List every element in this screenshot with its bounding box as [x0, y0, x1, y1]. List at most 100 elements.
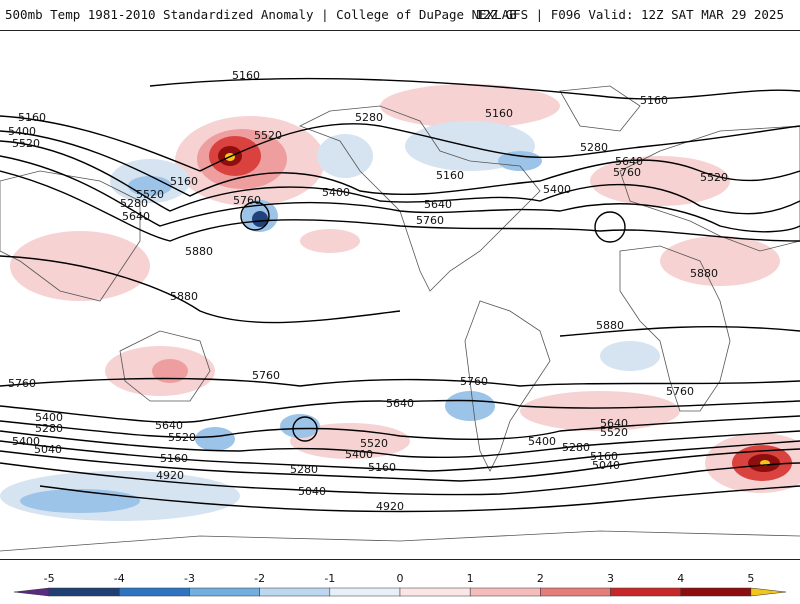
contour-label: 5520 — [600, 426, 628, 439]
warm-anomaly-atlantic — [380, 84, 560, 128]
colorbar-segment — [119, 587, 190, 597]
model-run-info: 12Z GFS | F096 Valid: 12Z SAT MAR 29 202… — [475, 7, 784, 22]
contour-label: 5640 — [424, 198, 452, 211]
contour-5160-south — [0, 448, 800, 482]
colorbar-tick-label: 3 — [607, 572, 614, 585]
colorbar-segment — [399, 587, 471, 597]
warm-anomaly-s-atlantic — [520, 391, 680, 431]
anomaly-shading — [0, 84, 800, 521]
contour-closed-high-atlantic — [594, 211, 626, 243]
anomaly-map: 5160 5160 5160 5400 5520 5520 5160 5280 … — [0, 30, 800, 560]
contour-label: 5400 — [35, 411, 63, 424]
coastline-greenland — [559, 85, 641, 132]
contour-label: 5760 — [666, 385, 694, 398]
cold-anomaly-s-indian — [195, 427, 235, 451]
contour-label: 5040 — [592, 459, 620, 472]
contour-label: 5280 — [35, 422, 63, 435]
contour-label: 5160 — [368, 461, 396, 474]
contour-label: 5760 — [233, 194, 261, 207]
contour-label: 5760 — [613, 166, 641, 179]
contour-label: 5520 — [700, 171, 728, 184]
contour-label: 5520 — [136, 188, 164, 201]
contour-label: 5760 — [460, 375, 488, 388]
colorbar-segment — [189, 587, 260, 597]
contour-5640-north — [0, 155, 800, 233]
contour-5880-tropics-2 — [559, 326, 800, 337]
contour-label: 5280 — [562, 441, 590, 454]
contour-labels: 5160 5160 5160 5400 5520 5520 5160 5280 … — [8, 69, 728, 513]
colorbar-tick-label: -3 — [184, 572, 195, 585]
cold-anomaly-alaska — [317, 134, 373, 178]
colorbar-segment — [329, 587, 401, 597]
contour-5160-north — [149, 77, 800, 100]
height-contours — [0, 77, 800, 513]
cold-anomaly-indian-ocean — [600, 341, 660, 371]
colorbar-canvas: -5 -4 -3 -2 -1 0 1 2 3 4 5 — [13, 572, 787, 597]
contour-5640-south — [0, 399, 800, 424]
colorbar-segment — [680, 587, 752, 597]
colorbar-tick-label: 2 — [537, 572, 544, 585]
contour-label: 5640 — [600, 417, 628, 430]
contour-label: 5400 — [543, 183, 571, 196]
contour-label: 5160 — [485, 107, 513, 120]
colorbar-segment — [540, 587, 611, 597]
contour-label: 5520 — [360, 437, 388, 450]
warm-anomaly-e-pacific — [300, 229, 360, 253]
contour-label: 5400 — [8, 125, 36, 138]
contour-label: 5880 — [185, 245, 213, 258]
contour-label: 5880 — [690, 267, 718, 280]
colorbar-tick-label: -1 — [324, 572, 335, 585]
colorbar-ticks: -5 -4 -3 -2 -1 0 1 2 3 4 5 — [44, 572, 755, 585]
warm-anomaly-africa — [660, 236, 780, 286]
contour-label: 5640 — [615, 155, 643, 168]
contour-label: 5880 — [596, 319, 624, 332]
contour-label: 5640 — [155, 419, 183, 432]
contour-label: 5160 — [232, 69, 260, 82]
cold-anomaly-s-pacific — [280, 414, 320, 438]
coastline-australia — [119, 330, 211, 402]
contour-label: 5520 — [168, 431, 196, 444]
contour-label: 5520 — [12, 137, 40, 150]
colorbar-tick-label: -4 — [114, 572, 125, 585]
contour-label: 5160 — [170, 175, 198, 188]
contour-5880-tropics-1 — [0, 255, 401, 324]
contour-5520-north — [0, 140, 800, 215]
contour-label: 5520 — [254, 129, 282, 142]
coastline-antarctica — [0, 530, 800, 552]
cold-anomaly-antarctica-mid — [20, 489, 140, 513]
map-canvas: 5160 5160 5160 5400 5520 5520 5160 5280 … — [0, 69, 800, 552]
contour-4920-south — [39, 485, 800, 513]
warm-anomaly-s-pacific — [290, 423, 410, 459]
colorbar-segments — [13, 587, 787, 597]
contour-5760-north — [0, 170, 800, 242]
contour-label: 5400 — [12, 435, 40, 448]
colorbar-tick-label: -5 — [44, 572, 55, 585]
contour-label: 5160 — [18, 111, 46, 124]
contour-label: 5400 — [345, 448, 373, 461]
colorbar-segment — [48, 587, 120, 597]
contour-label: 5160 — [160, 452, 188, 465]
colorbar-segment — [610, 587, 681, 597]
contour-label: 5280 — [120, 197, 148, 210]
contour-label: 5040 — [34, 443, 62, 456]
contour-label: 5880 — [170, 290, 198, 303]
contour-5520-south — [0, 415, 800, 440]
contour-label: 5400 — [322, 186, 350, 199]
colorbar-arrow-high — [750, 587, 787, 597]
contour-label: 5160 — [590, 450, 618, 463]
contour-label: 5760 — [252, 369, 280, 382]
contour-label: 5760 — [416, 214, 444, 227]
contour-label: 5160 — [640, 94, 668, 107]
map-title: 500mb Temp 1981-2010 Standardized Anomal… — [5, 7, 517, 22]
contour-closed-low-s-pacific — [292, 416, 318, 442]
coastline-europe-asia — [619, 125, 800, 252]
coastline-asia-west — [0, 170, 141, 302]
contour-label: 4920 — [376, 500, 404, 513]
colorbar-tick-label: 0 — [397, 572, 404, 585]
contour-label: 5040 — [298, 485, 326, 498]
warm-anomaly-australia-mid — [152, 359, 188, 383]
contour-label: 5280 — [580, 141, 608, 154]
contour-label: 5640 — [386, 397, 414, 410]
contour-label: 5640 — [122, 210, 150, 223]
colorbar-segment — [259, 587, 331, 597]
